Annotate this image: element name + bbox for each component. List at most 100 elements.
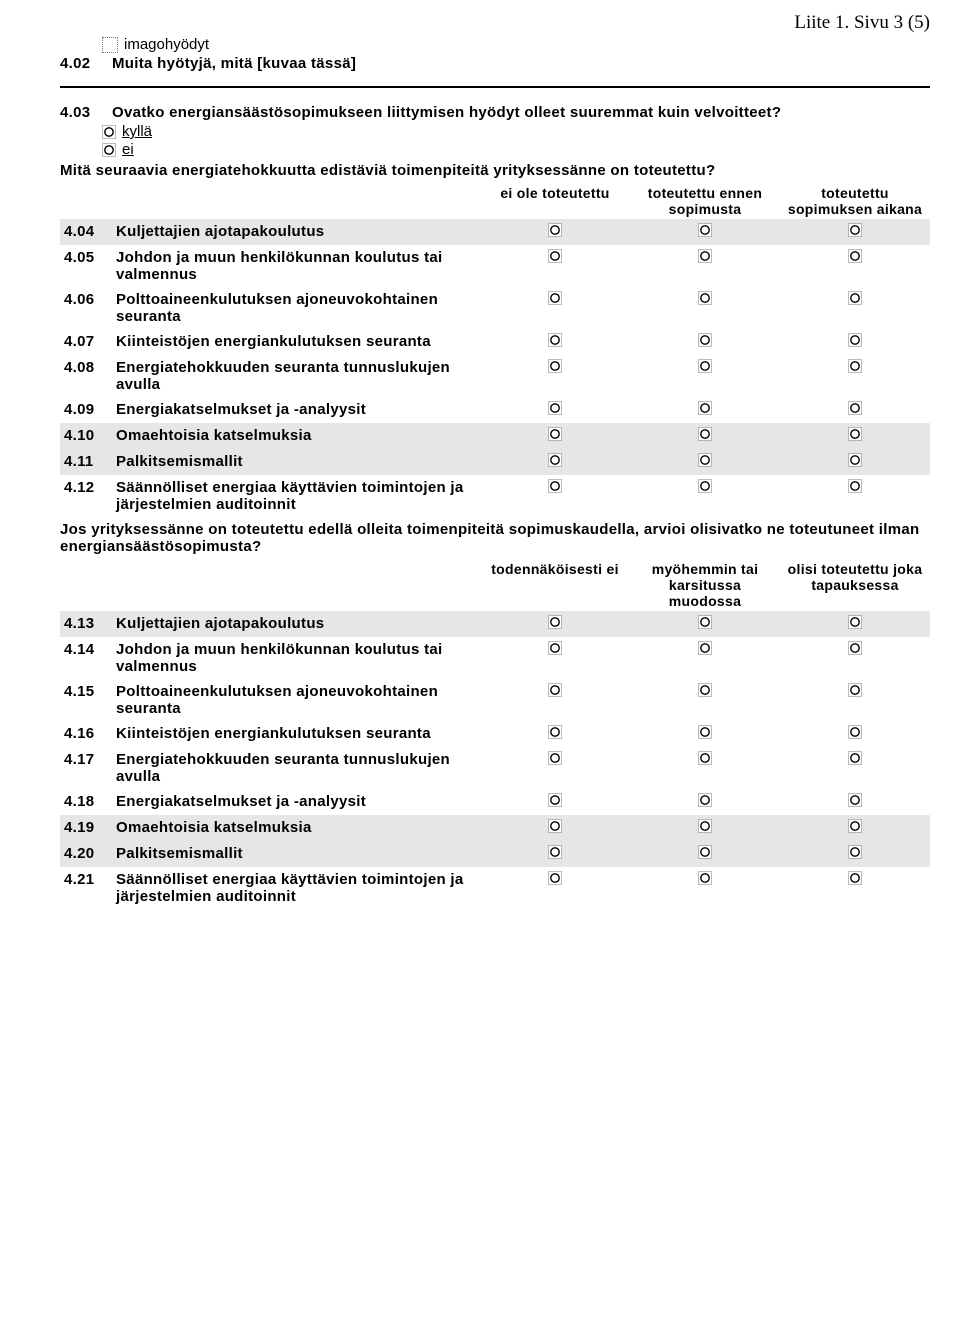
row-opt-2[interactable] xyxy=(630,841,780,867)
row-opt-3[interactable] xyxy=(780,841,930,867)
row-opt-2[interactable] xyxy=(630,815,780,841)
row-opt-2[interactable] xyxy=(630,449,780,475)
row-opt-2[interactable] xyxy=(630,747,780,789)
divider xyxy=(60,86,930,88)
row-opt-1[interactable] xyxy=(480,449,630,475)
radio-icon xyxy=(548,871,562,885)
table-row: 4.13Kuljettajien ajotapakoulutus xyxy=(60,611,930,637)
radio-icon xyxy=(698,401,712,415)
row-opt-1[interactable] xyxy=(480,867,630,909)
row-opt-2[interactable] xyxy=(630,637,780,679)
row-label: Johdon ja muun henkilökunnan koulutus ta… xyxy=(112,637,480,679)
row-opt-3[interactable] xyxy=(780,679,930,721)
radio-icon xyxy=(698,333,712,347)
row-opt-1[interactable] xyxy=(480,841,630,867)
row-opt-1[interactable] xyxy=(480,397,630,423)
radio-icon xyxy=(698,641,712,655)
row-num: 4.07 xyxy=(60,329,112,355)
imagohyodyt-option[interactable]: imagohyödyt xyxy=(60,36,930,53)
row-opt-2[interactable] xyxy=(630,789,780,815)
row-label: Energiatehokkuuden seuranta tunnuslukuje… xyxy=(112,747,480,789)
row-num: 4.04 xyxy=(60,219,112,245)
radio-icon xyxy=(548,793,562,807)
row-opt-2[interactable] xyxy=(630,721,780,747)
row-opt-3[interactable] xyxy=(780,747,930,789)
matrix1-intro: Mitä seuraavia energiatehokkuutta edistä… xyxy=(60,162,930,179)
row-opt-3[interactable] xyxy=(780,449,930,475)
row-opt-1[interactable] xyxy=(480,789,630,815)
row-num: 4.20 xyxy=(60,841,112,867)
row-opt-3[interactable] xyxy=(780,637,930,679)
row-opt-3[interactable] xyxy=(780,397,930,423)
row-opt-3[interactable] xyxy=(780,355,930,397)
row-opt-1[interactable] xyxy=(480,245,630,287)
row-opt-3[interactable] xyxy=(780,721,930,747)
row-num: 4.05 xyxy=(60,245,112,287)
row-opt-2[interactable] xyxy=(630,397,780,423)
row-num: 4.11 xyxy=(60,449,112,475)
row-opt-3[interactable] xyxy=(780,329,930,355)
radio-icon xyxy=(848,793,862,807)
row-opt-3[interactable] xyxy=(780,423,930,449)
row-opt-1[interactable] xyxy=(480,475,630,517)
row-opt-2[interactable] xyxy=(630,329,780,355)
row-opt-1[interactable] xyxy=(480,637,630,679)
radio-icon xyxy=(698,725,712,739)
row-opt-1[interactable] xyxy=(480,423,630,449)
radio-icon xyxy=(548,359,562,373)
radio-icon xyxy=(698,223,712,237)
row-opt-2[interactable] xyxy=(630,867,780,909)
radio-icon xyxy=(698,453,712,467)
row-num: 4.13 xyxy=(60,611,112,637)
table-row: 4.14Johdon ja muun henkilökunnan koulutu… xyxy=(60,637,930,679)
row-label: Johdon ja muun henkilökunnan koulutus ta… xyxy=(112,245,480,287)
row-opt-3[interactable] xyxy=(780,611,930,637)
q-4-03-opt-ei[interactable]: ei xyxy=(60,141,930,158)
row-opt-2[interactable] xyxy=(630,287,780,329)
q-4-03-opt-kylla[interactable]: kyllä xyxy=(60,123,930,140)
radio-icon xyxy=(548,641,562,655)
row-opt-2[interactable] xyxy=(630,475,780,517)
radio-icon xyxy=(848,819,862,833)
page-header: Liite 1. Sivu 3 (5) xyxy=(60,12,930,34)
radio-icon xyxy=(848,683,862,697)
row-opt-1[interactable] xyxy=(480,679,630,721)
row-opt-1[interactable] xyxy=(480,219,630,245)
row-opt-3[interactable] xyxy=(780,245,930,287)
row-opt-1[interactable] xyxy=(480,287,630,329)
table-row: 4.06Polttoaineenkulutuksen ajoneuvokohta… xyxy=(60,287,930,329)
row-label: Polttoaineenkulutuksen ajoneuvokohtainen… xyxy=(112,287,480,329)
radio-icon xyxy=(848,453,862,467)
row-opt-1[interactable] xyxy=(480,355,630,397)
radio-icon xyxy=(848,223,862,237)
row-opt-2[interactable] xyxy=(630,679,780,721)
row-opt-2[interactable] xyxy=(630,219,780,245)
row-opt-3[interactable] xyxy=(780,287,930,329)
radio-icon xyxy=(848,479,862,493)
row-opt-1[interactable] xyxy=(480,815,630,841)
row-opt-3[interactable] xyxy=(780,475,930,517)
row-opt-3[interactable] xyxy=(780,219,930,245)
table-row: 4.04Kuljettajien ajotapakoulutus xyxy=(60,219,930,245)
q-4-02-text: Muita hyötyjä, mitä [kuvaa tässä] xyxy=(112,55,930,72)
radio-icon xyxy=(848,249,862,263)
row-opt-1[interactable] xyxy=(480,747,630,789)
row-num: 4.21 xyxy=(60,867,112,909)
row-opt-2[interactable] xyxy=(630,611,780,637)
row-opt-1[interactable] xyxy=(480,721,630,747)
row-num: 4.16 xyxy=(60,721,112,747)
row-opt-2[interactable] xyxy=(630,423,780,449)
row-opt-3[interactable] xyxy=(780,789,930,815)
row-opt-2[interactable] xyxy=(630,245,780,287)
row-opt-1[interactable] xyxy=(480,611,630,637)
row-label: Kiinteistöjen energiankulutuksen seurant… xyxy=(112,721,480,747)
row-opt-3[interactable] xyxy=(780,815,930,841)
table-row: 4.05Johdon ja muun henkilökunnan koulutu… xyxy=(60,245,930,287)
row-opt-2[interactable] xyxy=(630,355,780,397)
row-num: 4.09 xyxy=(60,397,112,423)
radio-icon xyxy=(848,845,862,859)
row-opt-3[interactable] xyxy=(780,867,930,909)
row-opt-1[interactable] xyxy=(480,329,630,355)
radio-icon xyxy=(698,683,712,697)
radio-icon xyxy=(698,615,712,629)
